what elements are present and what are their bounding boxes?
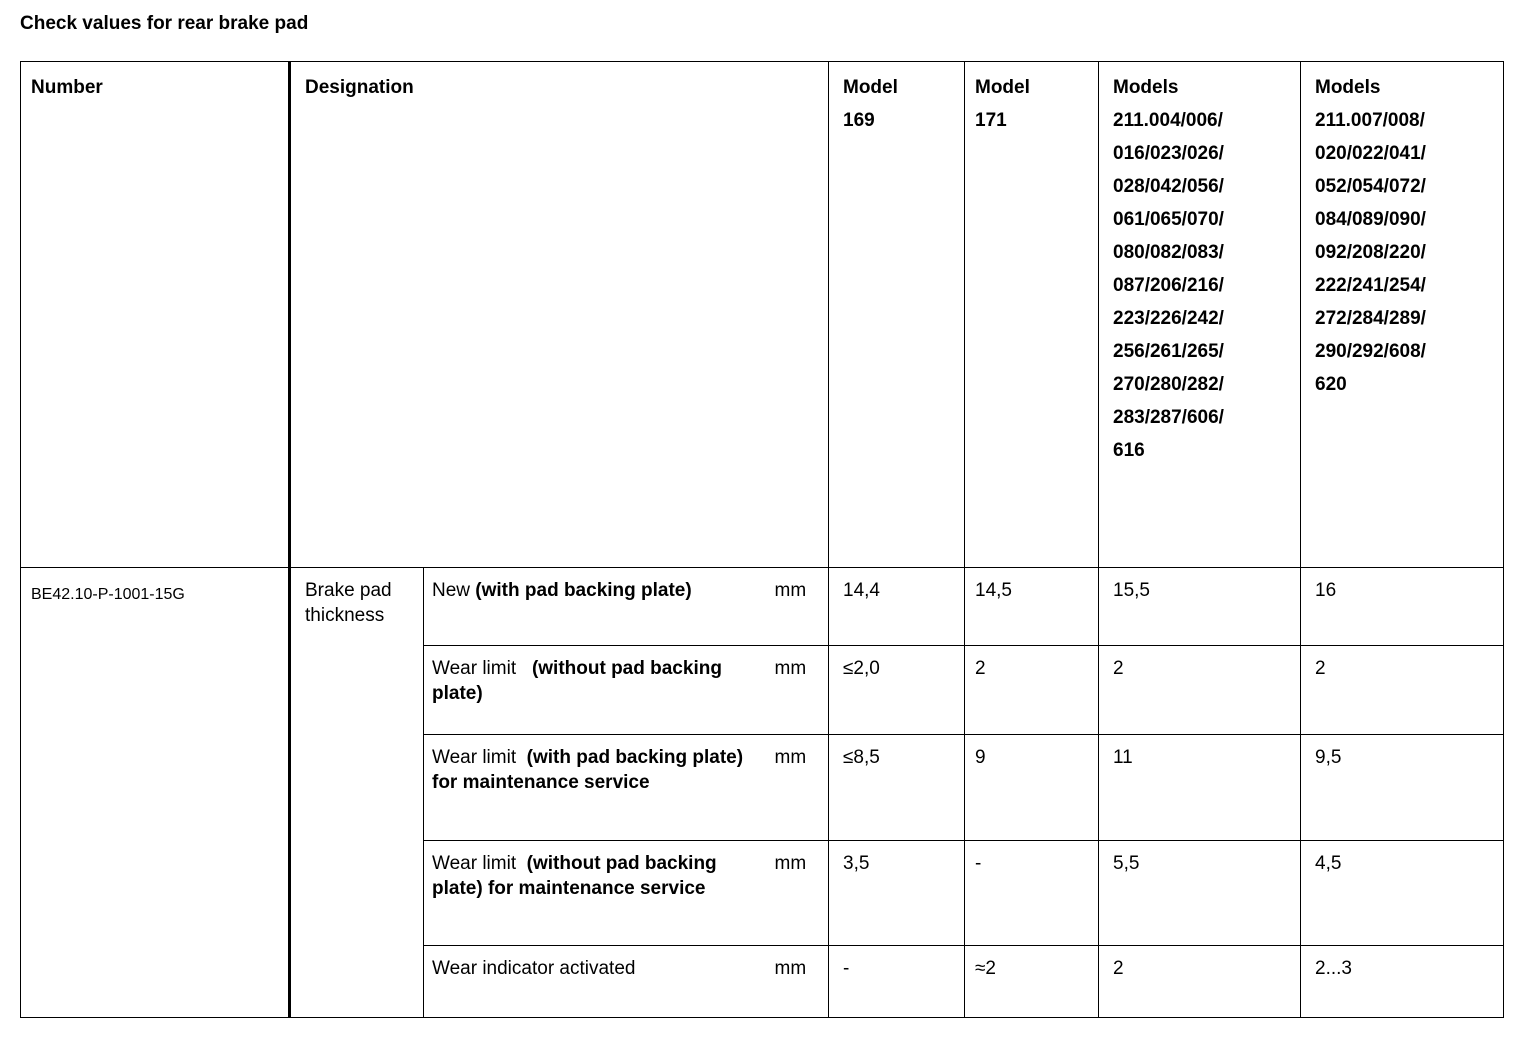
- page-title: Check values for rear brake pad: [20, 13, 309, 34]
- value-cell: 2: [1098, 945, 1301, 1018]
- header-line: Models: [1113, 77, 1179, 98]
- header-model-169: Model 169: [828, 61, 965, 568]
- value-cell: 14,4: [828, 567, 965, 646]
- header-line: 092/208/220/: [1315, 242, 1426, 263]
- header-line: 087/206/216/: [1113, 275, 1224, 296]
- header-line: Model: [843, 77, 898, 98]
- table-row: BE42.10-P-1001-15G Brake pad thickness New…: [20, 567, 1504, 1018]
- item-label: Wear limit: [432, 747, 527, 768]
- header-line: 052/054/072/: [1315, 176, 1426, 197]
- check-values-table: Number Designation Model 169 Model 171 Mod…: [20, 61, 1504, 1018]
- header-number: Number: [20, 61, 291, 568]
- item-label: New: [432, 580, 476, 601]
- header-line: 084/089/090/: [1315, 209, 1426, 230]
- item-detail: (with pad backing plate): [475, 580, 692, 601]
- unit-cell: mm: [770, 734, 829, 841]
- header-line: 171: [975, 110, 1007, 131]
- header-line: 080/082/083/: [1113, 242, 1224, 263]
- value-cell: 3,5: [828, 840, 965, 946]
- header-line: 211.004/006/: [1113, 110, 1223, 131]
- header-line: 272/284/289/: [1315, 308, 1426, 329]
- header-models-211-b: Models 211.007/008/020/022/041/052/054/07…: [1300, 61, 1504, 568]
- header-line: 061/065/070/: [1113, 209, 1224, 230]
- item-cell: Wear indicator activated: [423, 945, 771, 1018]
- header-line: 620: [1315, 374, 1347, 395]
- value-cell: 2: [1098, 645, 1301, 735]
- value-cell: 9,5: [1300, 734, 1504, 841]
- item-cell: New (with pad backing plate): [423, 567, 771, 646]
- value-cell: 11: [1098, 734, 1301, 841]
- value-cell: 4,5: [1300, 840, 1504, 946]
- header-line: Model: [975, 77, 1030, 98]
- item-cell: Wear limit (without pad backing plate) f…: [423, 840, 771, 946]
- value-cell: ≤8,5: [828, 734, 965, 841]
- value-cell: 2: [1300, 645, 1504, 735]
- value-cell: 16: [1300, 567, 1504, 646]
- item-cell: Wear limit (with pad backing plate) for …: [423, 734, 771, 841]
- header-designation: Designation: [289, 61, 829, 568]
- item-detail: (without pad backing plate): [432, 658, 722, 704]
- unit-cell: mm: [770, 645, 829, 735]
- header-line: 256/261/265/: [1113, 341, 1224, 362]
- value-cell: 2...3: [1300, 945, 1504, 1018]
- header-line: Models: [1315, 77, 1381, 98]
- table-row: Wear limit (with pad backing plate) for …: [21, 734, 1504, 841]
- item-label: Wear indicator activated: [432, 958, 636, 979]
- header-line: 169: [843, 110, 875, 131]
- header-line: 283/287/606/: [1113, 407, 1224, 428]
- number-cell: BE42.10-P-1001-15G: [20, 567, 291, 1018]
- table-row: Wear indicator activated mm - ≈2 2 2...3: [21, 945, 1504, 1018]
- value-cell: 15,5: [1098, 567, 1301, 646]
- item-label: Wear limit: [432, 853, 527, 874]
- header-line: 616: [1113, 440, 1145, 461]
- header-line: 222/241/254/: [1315, 275, 1426, 296]
- item-cell: Wear limit (without pad backing plate): [423, 645, 771, 735]
- header-line: 290/292/608/: [1315, 341, 1426, 362]
- item-detail: (without pad backing plate) for maintena…: [432, 853, 717, 899]
- unit-cell: mm: [770, 840, 829, 946]
- value-cell: -: [828, 945, 965, 1018]
- designation-cell: Brake pad thickness: [289, 567, 424, 1018]
- header-row: Number Designation Model 169 Model 171 Mod…: [20, 61, 1504, 568]
- header-line: 016/023/026/: [1113, 143, 1224, 164]
- header-line: 020/022/041/: [1315, 143, 1426, 164]
- value-cell: 2: [964, 645, 1099, 735]
- value-cell: 5,5: [1098, 840, 1301, 946]
- item-detail: (with pad backing plate) for maintenance…: [432, 747, 744, 793]
- value-cell: ≤2,0: [828, 645, 965, 735]
- header-models-211-a: Models 211.004/006/016/023/026/028/042/05…: [1098, 61, 1301, 568]
- header-line: 223/226/242/: [1113, 308, 1224, 329]
- header-line: 270/280/282/: [1113, 374, 1224, 395]
- unit-cell: mm: [770, 945, 829, 1018]
- header-model-171: Model 171: [964, 61, 1099, 568]
- unit-cell: mm: [770, 567, 829, 646]
- table-row: Wear limit (without pad backing plate) mm…: [21, 645, 1504, 735]
- value-cell: 14,5: [964, 567, 1099, 646]
- value-cell: 9: [964, 734, 1099, 841]
- value-cell: ≈2: [964, 945, 1099, 1018]
- value-cell: -: [964, 840, 1099, 946]
- header-line: 211.007/008/: [1315, 110, 1425, 131]
- item-label: Wear limit: [432, 658, 532, 679]
- header-line: 028/042/056/: [1113, 176, 1224, 197]
